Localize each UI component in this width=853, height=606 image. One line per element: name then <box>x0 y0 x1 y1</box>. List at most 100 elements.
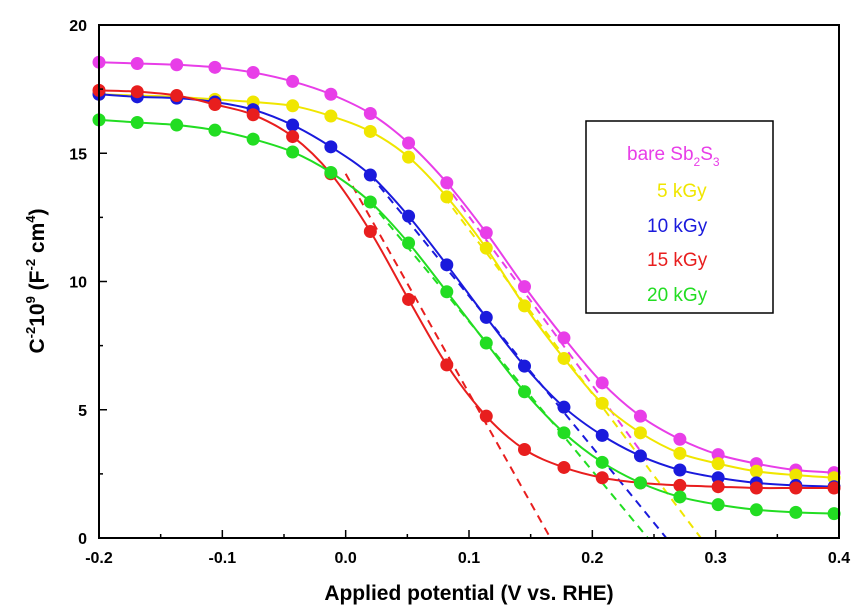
series-0-point-10 <box>479 226 493 240</box>
x-tick-label-2: 0.0 <box>335 550 357 567</box>
series-3-point-17 <box>749 481 763 495</box>
series-3-point-9 <box>440 358 454 372</box>
y-title-exp-3: -2 <box>23 259 38 271</box>
y-tick-label-3: 15 <box>69 146 87 163</box>
x-tick-label-4: 0.2 <box>581 550 603 567</box>
series-0-point-9 <box>440 176 454 190</box>
legend-bare-sub-2: 3 <box>713 155 720 169</box>
y-title-exp-4: 4 <box>23 215 38 223</box>
y-title-unit-close: ) <box>26 209 49 216</box>
series-4-point-14 <box>633 476 647 490</box>
series-1-point-17 <box>749 464 763 478</box>
series-3-point-5 <box>286 130 300 144</box>
series-0-point-2 <box>170 58 184 72</box>
series-4-point-8 <box>402 236 416 250</box>
series-4-point-11 <box>518 385 531 399</box>
series-4-point-16 <box>711 498 725 512</box>
x-tick-label-3: 0.1 <box>458 550 480 567</box>
series-1-point-19 <box>827 471 841 485</box>
series-2-point-5 <box>286 118 300 132</box>
series-4-point-9 <box>440 285 454 299</box>
series-2-point-6 <box>324 140 338 154</box>
series-0-point-16 <box>711 448 725 462</box>
fit-line-series-3 <box>344 173 552 539</box>
series-4-point-2 <box>170 118 184 132</box>
series-group <box>92 55 841 521</box>
series-3-point-13 <box>595 471 609 485</box>
series-1-point-11 <box>518 299 531 313</box>
series-4-point-17 <box>749 503 763 517</box>
fit-line-series-4 <box>369 201 649 539</box>
series-4-point-19 <box>827 507 841 521</box>
y-tick-label-4: 20 <box>69 18 87 35</box>
series-3-point-7 <box>363 224 377 238</box>
legend-entry-5kgy: 5 kGy <box>657 181 707 202</box>
series-4-point-1 <box>130 115 144 129</box>
series-1-point-12 <box>557 351 571 365</box>
series-2-point-8 <box>402 209 416 223</box>
y-axis-title: C-2109 (F-2 cm4) <box>23 209 49 354</box>
series-0-point-14 <box>633 409 647 423</box>
series-0-point-12 <box>557 331 571 345</box>
series-1-point-10 <box>479 241 493 255</box>
series-3-point-1 <box>130 85 144 99</box>
series-4-point-6 <box>324 165 338 179</box>
series-0-point-4 <box>246 65 260 79</box>
series-4-point-15 <box>673 490 687 504</box>
series-4-point-5 <box>286 145 300 159</box>
series-0-point-3 <box>208 60 222 74</box>
y-title-exp-1: -2 <box>23 327 38 339</box>
x-tick-label-6: 0.4 <box>828 550 850 567</box>
series-2-point-12 <box>557 400 571 414</box>
y-title-unit-mid: cm <box>26 223 49 259</box>
series-0-point-15 <box>673 432 687 446</box>
series-4-point-3 <box>208 123 222 137</box>
series-1-point-13 <box>595 396 609 410</box>
y-title-base: C <box>26 338 49 353</box>
series-0-point-5 <box>286 74 300 88</box>
series-1-point-6 <box>324 109 338 123</box>
x-tick-label-0: -0.2 <box>85 550 113 567</box>
series-4-point-4 <box>246 132 260 146</box>
y-tick-label-2: 10 <box>69 275 87 292</box>
series-2-point-15 <box>673 463 687 477</box>
legend-box <box>585 120 774 314</box>
series-4-point-7 <box>363 195 377 209</box>
series-2-point-13 <box>595 428 609 442</box>
series-2-point-7 <box>363 168 377 182</box>
series-3-point-8 <box>402 292 416 306</box>
legend-bare-base: bare Sb <box>627 144 694 165</box>
legend-entry-10kgy: 10 kGy <box>647 216 708 237</box>
series-2-point-9 <box>440 258 454 272</box>
series-0-point-6 <box>324 87 338 101</box>
y-tick-label-0: 0 <box>78 531 87 548</box>
series-3-point-11 <box>518 443 531 457</box>
series-3-point-2 <box>170 89 184 103</box>
series-0-point-13 <box>595 376 609 390</box>
series-4-point-18 <box>789 505 803 519</box>
y-title-exp-2: 9 <box>23 296 38 303</box>
legend-entry-20kgy: 20 kGy <box>647 285 708 306</box>
x-tick-label-1: -0.1 <box>209 550 237 567</box>
series-4-point-10 <box>479 336 493 350</box>
series-0-point-8 <box>402 136 416 150</box>
series-3-point-4 <box>246 108 260 122</box>
series-1-point-16 <box>711 457 725 471</box>
series-3-point-12 <box>557 460 571 474</box>
y-tick-label-1: 5 <box>78 403 87 420</box>
legend-bare-mid: S <box>700 144 713 165</box>
legend-entry-bare: bare Sb2S3 <box>627 144 720 169</box>
legend-entry-15kgy: 15 kGy <box>647 250 708 271</box>
series-3-point-15 <box>673 478 687 492</box>
series-4-point-12 <box>557 426 571 440</box>
series-1-point-7 <box>363 124 377 138</box>
y-title-mid: 10 <box>26 303 49 326</box>
series-4-point-13 <box>595 455 609 469</box>
y-title-unit-open: (F <box>26 270 49 296</box>
series-2-point-10 <box>479 310 493 324</box>
series-2-point-11 <box>518 359 531 373</box>
series-1-point-5 <box>286 99 300 113</box>
series-1-point-8 <box>402 150 416 164</box>
series-3-point-18 <box>789 481 803 495</box>
